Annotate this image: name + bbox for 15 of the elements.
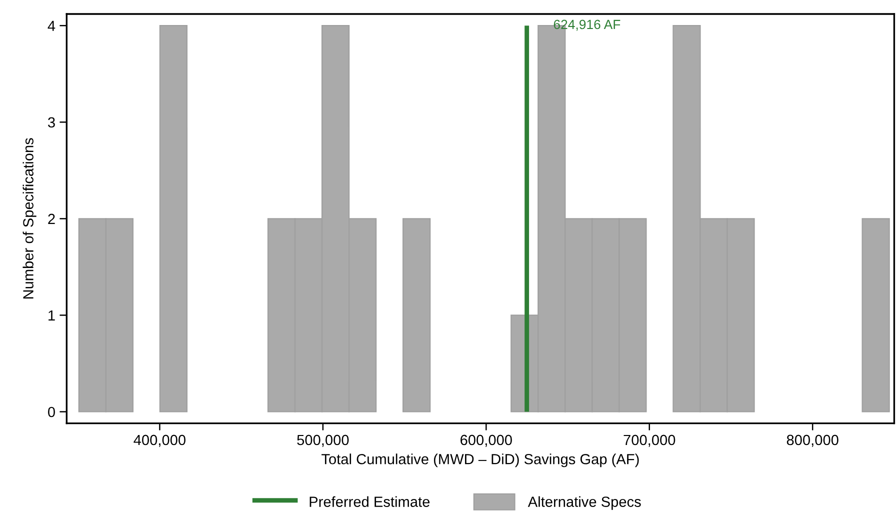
annotation: 624,916 AF [554,20,620,31]
y-tick-label: 2 [48,214,55,224]
x-axis-title: Total Cumulative (MWD – DiD) Savings Gap (AF) [322,454,639,468]
x-tick-label: 600,000 [460,434,512,447]
y-tick-label: 4 [48,20,56,31]
y-tick-label: 1 [48,310,55,320]
y-tick-label: 3 [48,117,55,128]
x-tick-label: 500,000 [297,434,349,447]
y-axis-title: Number of Specifications [22,138,36,299]
legend-label: Alternative Specs [528,496,641,510]
x-tick-label: 400,000 [134,434,186,447]
x-tick-label: 800,000 [786,434,838,447]
y-tick-label: 0 [48,406,55,418]
legend-label: Preferred Estimate [310,496,430,507]
x-tick-label: 700,000 [624,434,676,447]
